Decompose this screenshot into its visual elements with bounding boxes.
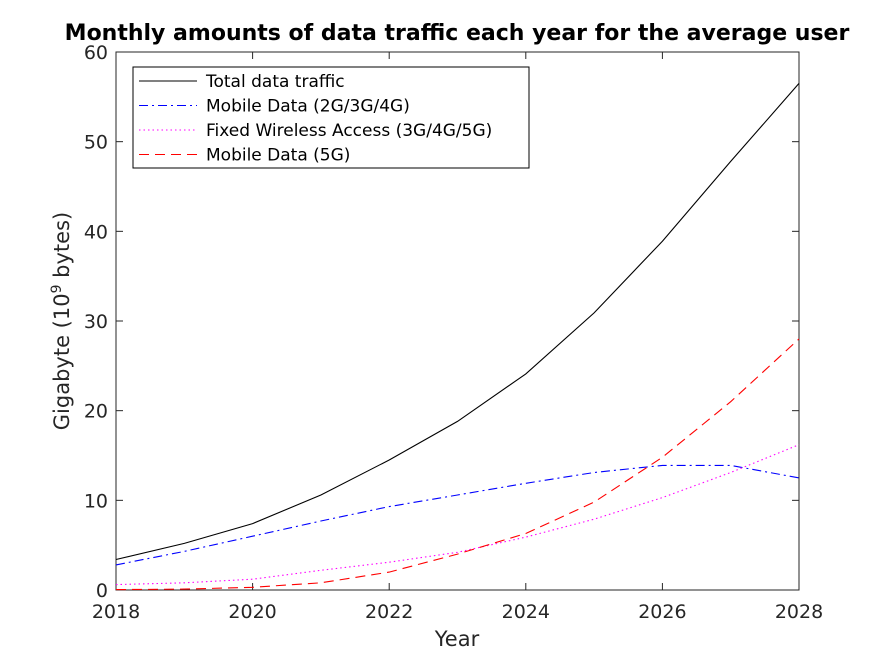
legend-label-1: Mobile Data (2G/3G/4G) <box>206 97 410 117</box>
x-axis-label: Year <box>434 627 480 651</box>
y-tick-label: 50 <box>84 132 108 154</box>
x-axis: 2018 2020 2022 2024 2026 2028 <box>92 52 823 623</box>
series-line-0 <box>115 83 800 561</box>
x-tick-label: 2018 <box>92 601 140 623</box>
x-tick-label: 2022 <box>365 601 413 623</box>
y-tick-label: 20 <box>84 401 108 423</box>
y-axis-label: Gigabyte (109 bytes) <box>49 212 74 430</box>
series-line-1 <box>115 464 800 566</box>
legend-label-3: Mobile Data (5G) <box>206 146 350 166</box>
series-lines <box>115 83 800 591</box>
x-tick-label: 2028 <box>775 601 823 623</box>
legend-label-2: Fixed Wireless Access (3G/4G/5G) <box>206 121 492 141</box>
legend: Total data traffic Mobile Data (2G/3G/4G)… <box>132 66 530 169</box>
y-axis-label-exponent: 9 <box>49 285 65 294</box>
y-tick-label: 60 <box>84 42 108 64</box>
x-tick-label: 2020 <box>228 601 276 623</box>
y-tick-label: 10 <box>84 490 108 512</box>
x-tick-label: 2024 <box>502 601 550 623</box>
y-axis: 0 10 20 30 40 50 60 <box>84 42 799 602</box>
y-tick-label: 0 <box>96 580 108 602</box>
series-line-3 <box>115 338 800 591</box>
legend-box <box>132 66 530 169</box>
chart-title: Monthly amounts of data traffic each yea… <box>65 21 850 46</box>
y-tick-label: 40 <box>84 221 108 243</box>
y-tick-label: 30 <box>84 311 108 333</box>
x-tick-label: 2026 <box>638 601 686 623</box>
legend-label-0: Total data traffic <box>205 72 345 92</box>
series-line-2 <box>115 444 800 586</box>
